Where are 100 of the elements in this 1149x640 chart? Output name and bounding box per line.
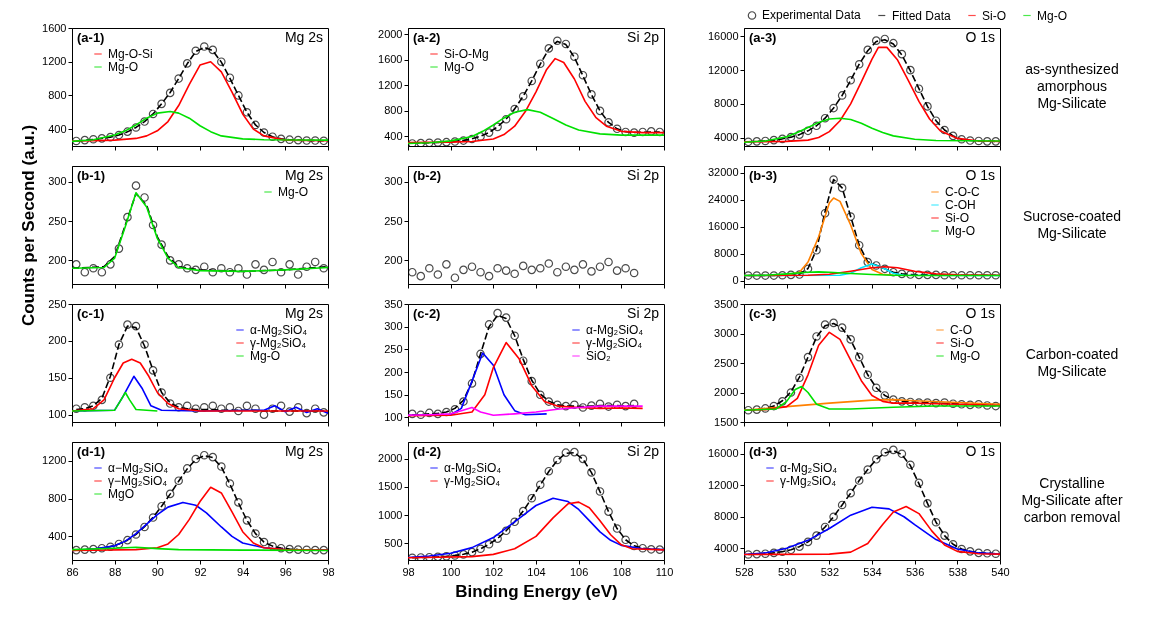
- y-tick-label: 1200: [42, 454, 67, 467]
- legend-label: Si-O: [982, 8, 1006, 23]
- annotation: (c-1): [77, 306, 105, 321]
- y-axis-title: Counts per Second (a.u.): [19, 124, 39, 327]
- y-tick-label: 300: [384, 320, 403, 333]
- legend-label: α-Mg₂SiO₄: [780, 461, 838, 475]
- legend-label: α-Mg₂SiO₄: [586, 323, 644, 337]
- y-tick-label: 4000: [714, 131, 739, 144]
- legend-label: α-Mg₂SiO₄: [250, 323, 308, 337]
- legend-label: α-Mg₂SiO₄: [444, 461, 502, 475]
- legend-label: Mg-O: [108, 60, 138, 74]
- x-tick-label: 102: [484, 565, 504, 578]
- annotation: (d-2): [413, 444, 442, 459]
- legend-label: γ-Mg₂SiO₄: [250, 336, 307, 350]
- x-tick-label: 540: [991, 565, 1010, 578]
- annotation: Si 2p: [627, 443, 660, 459]
- annotation: O 1s: [965, 29, 995, 45]
- legend-label: Mg-O: [444, 60, 474, 74]
- text: Carbon-coated Mg-Silicate: [1025, 345, 1119, 379]
- y-tick-label: 800: [48, 492, 67, 505]
- y-tick-label: 250: [384, 214, 403, 227]
- x-tick-label: 110: [655, 565, 674, 578]
- legend-label: γ-Mg₂SiO₄: [780, 474, 837, 488]
- x-tick-label: 98: [322, 565, 335, 578]
- y-tick-label: 8000: [714, 510, 739, 523]
- y-tick-label: 1600: [378, 53, 403, 66]
- legend-label: Mg-O: [1037, 8, 1067, 23]
- legend-label: Mg-O: [945, 224, 975, 238]
- x-tick-label: 532: [820, 565, 840, 578]
- legend-label: Si-O: [945, 211, 969, 225]
- x-tick-label: 98: [402, 565, 415, 578]
- y-tick-label: 100: [384, 410, 403, 423]
- y-tick-label: 16000: [707, 29, 739, 42]
- legend-label: α−Mg₂SiO₄: [108, 461, 169, 475]
- y-tick-label: 2000: [378, 27, 403, 40]
- annotation: O 1s: [965, 443, 995, 459]
- annotation: Mg 2s: [284, 29, 323, 45]
- legend-label: γ-Mg₂SiO₄: [444, 474, 501, 488]
- y-tick-label: 0: [732, 274, 739, 287]
- annotation: Si 2p: [627, 167, 660, 183]
- x-axis-title: Binding Energy (eV): [455, 581, 618, 601]
- annotation: Si 2p: [627, 305, 660, 321]
- legend-label: Mg-O: [278, 185, 308, 199]
- y-tick-label: 200: [48, 253, 67, 266]
- annotation: (d-3): [749, 444, 778, 459]
- y-tick-label: 2500: [714, 356, 739, 369]
- legend-label: Experimental Data: [762, 8, 862, 23]
- annotation: (b-1): [77, 168, 106, 183]
- y-tick-label: 2000: [378, 452, 403, 465]
- y-tick-label: 1200: [42, 55, 67, 68]
- y-tick-label: 1500: [714, 415, 739, 428]
- y-tick-label: 250: [48, 297, 67, 310]
- text: Sucrose-coated Mg-Silicate: [1022, 207, 1122, 241]
- y-tick-label: 16000: [707, 220, 739, 233]
- y-tick-label: 400: [48, 122, 67, 135]
- y-tick-label: 400: [48, 529, 67, 542]
- x-tick-label: 88: [109, 565, 122, 578]
- y-tick-label: 1200: [378, 78, 403, 91]
- legend-label: C-OH: [945, 198, 976, 212]
- y-tick-label: 12000: [707, 63, 739, 76]
- legend-label: Mg-O-Si: [108, 47, 153, 61]
- y-tick-label: 8000: [714, 247, 739, 260]
- y-tick-label: 150: [384, 388, 403, 401]
- legend-label: Si-O: [950, 336, 974, 350]
- annotation: (c-3): [749, 306, 777, 321]
- y-tick-label: 350: [384, 297, 403, 310]
- annotation: O 1s: [965, 305, 995, 321]
- legend-label: C-O-C: [945, 185, 980, 199]
- y-tick-label: 3000: [714, 327, 739, 339]
- y-tick-label: 200: [384, 253, 403, 266]
- y-tick-label: 8000: [714, 97, 739, 110]
- x-tick-label: 536: [905, 565, 925, 578]
- y-tick-label: 1000: [378, 508, 403, 521]
- x-tick-label: 90: [151, 565, 164, 578]
- x-tick-label: 94: [237, 565, 250, 578]
- y-tick-label: 200: [48, 334, 67, 347]
- y-tick-label: 500: [384, 536, 403, 549]
- y-tick-label: 12000: [707, 478, 739, 491]
- x-tick-label: 100: [441, 565, 461, 578]
- legend-label: Mg-O: [250, 349, 280, 363]
- x-tick-label: 538: [948, 565, 968, 578]
- y-tick-label: 1600: [42, 21, 67, 34]
- x-tick-label: 534: [863, 565, 882, 578]
- y-tick-label: 200: [384, 365, 403, 378]
- y-tick-label: 2000: [714, 386, 739, 398]
- y-tick-label: 250: [384, 342, 403, 355]
- legend-label: Si-O-Mg: [444, 47, 489, 61]
- y-tick-label: 16000: [707, 447, 739, 460]
- legend-label: γ-Mg₂SiO₄: [586, 336, 643, 350]
- legend-label: Mg-O: [950, 349, 980, 363]
- legend-label: MgO: [108, 487, 135, 501]
- y-tick-label: 4000: [714, 541, 739, 554]
- annotation: (b-2): [413, 168, 442, 183]
- annotation: O 1s: [965, 167, 995, 183]
- annotation: (d-1): [77, 444, 106, 459]
- y-tick-label: 150: [48, 371, 67, 384]
- y-tick-label: 800: [384, 104, 403, 117]
- y-tick-label: 300: [48, 175, 67, 188]
- annotation: (c-2): [413, 306, 441, 321]
- legend-label: Fitted Data: [892, 8, 952, 23]
